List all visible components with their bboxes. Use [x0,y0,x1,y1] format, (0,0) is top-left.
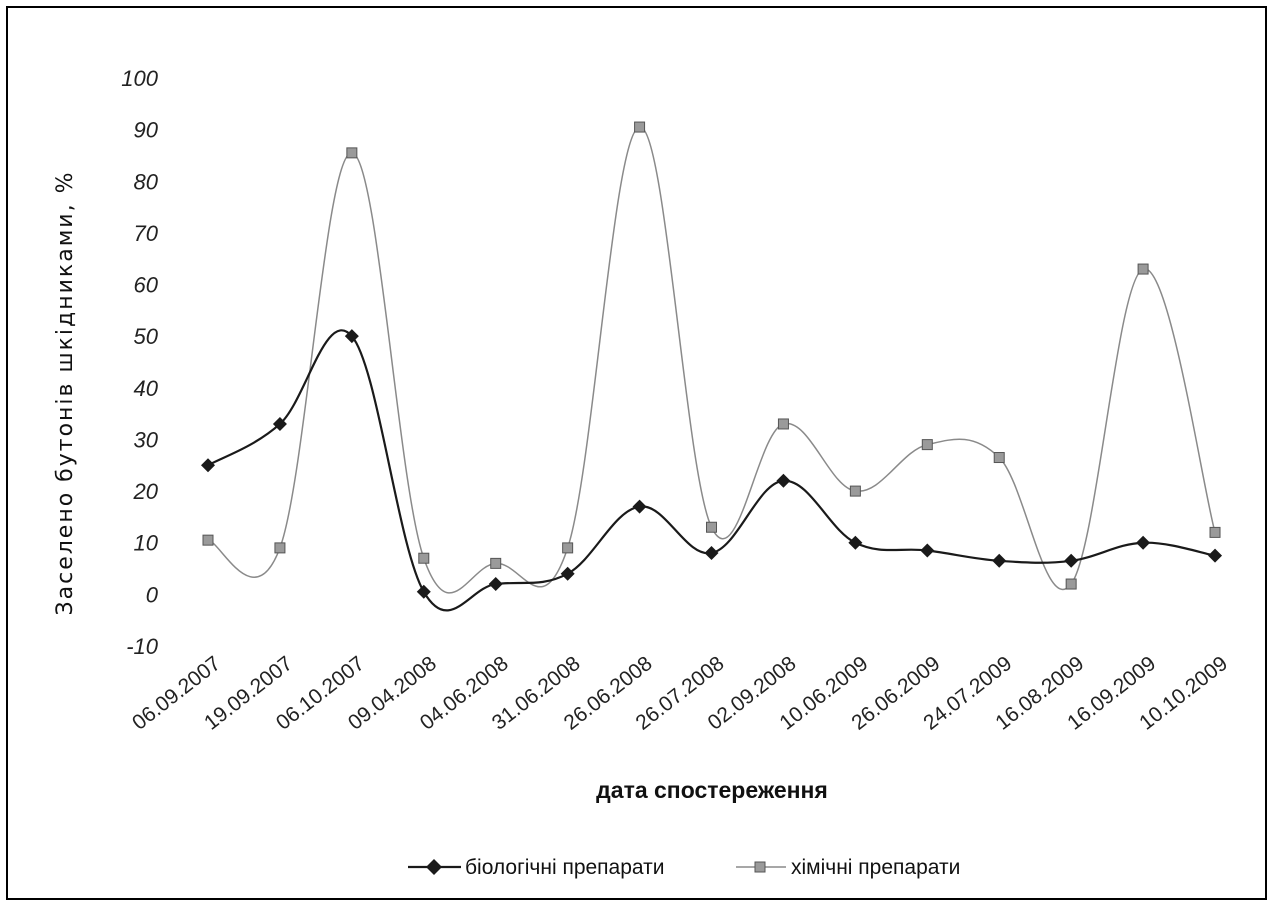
data-point-biological [632,499,647,514]
y-tick-label: 50 [134,324,159,349]
data-point-chemical [849,485,861,497]
series-markers [201,121,1223,599]
data-point-biological [704,546,719,561]
data-point-chemical [274,542,286,554]
legend-item-chemical: хімічні препарати [736,856,960,879]
data-point-chemical [921,439,933,451]
chart-frame: -10 0 10 20 30 40 50 60 70 80 90 100 06.09.2007 19.0… [6,6,1267,900]
data-point-chemical [346,147,358,159]
data-point-biological [488,577,503,592]
data-point-chemical [777,418,789,430]
y-tick-label: 60 [134,273,159,298]
legend-square-marker [754,861,766,873]
data-point-chemical [490,557,502,569]
data-point-biological [344,329,359,344]
y-tick-label: 10 [134,531,159,556]
y-tick-label: 40 [134,376,159,401]
line-chart: -10 0 10 20 30 40 50 60 70 80 90 100 06.09.200719.0… [53,66,1232,879]
y-tick-label: 80 [134,169,159,194]
y-tick-label: 0 [146,582,159,607]
data-point-chemical [706,521,718,533]
data-point-chemical [1137,263,1149,275]
y-tick-label: 90 [134,118,159,143]
legend-label-chemical: хімічні препарати [791,856,960,879]
legend-diamond-marker [426,859,442,875]
data-point-biological [920,543,935,558]
data-point-biological [992,553,1007,568]
data-point-biological [416,584,431,599]
y-tick-label: 70 [134,221,159,246]
y-tick-label: -10 [126,634,159,659]
legend-label-biological: біологічні препарати [465,856,664,879]
data-point-chemical [562,542,574,554]
data-point-biological [560,566,575,581]
legend-item-biological: біологічні препарати [408,856,664,879]
data-point-biological [1208,548,1223,563]
y-axis-ticks: -10 0 10 20 30 40 50 60 70 80 90 100 [121,66,158,659]
series-line-biological [207,329,1216,612]
data-point-chemical [418,552,430,564]
data-point-chemical [634,121,646,133]
series-lines [207,126,1216,612]
data-point-biological [201,458,215,473]
y-tick-label: 30 [134,427,159,452]
legend: біологічні препарати хімічні препарати [408,856,960,879]
data-point-chemical [1209,526,1221,538]
y-axis-label: Заселено бутонів шкідниками, % [53,171,78,616]
x-axis-label: дата спостереження [596,777,828,803]
data-point-biological [776,473,791,488]
x-axis-ticks: 06.09.200719.09.200706.10.200709.04.2008… [128,652,1232,735]
data-point-biological [848,535,863,550]
data-point-biological [1136,535,1151,550]
data-point-biological [272,416,287,431]
data-point-chemical [993,452,1005,464]
data-point-biological [1064,553,1079,568]
y-tick-label: 20 [133,479,159,504]
data-point-chemical [1065,578,1077,590]
y-tick-label: 100 [121,66,158,91]
data-point-chemical [202,534,214,546]
